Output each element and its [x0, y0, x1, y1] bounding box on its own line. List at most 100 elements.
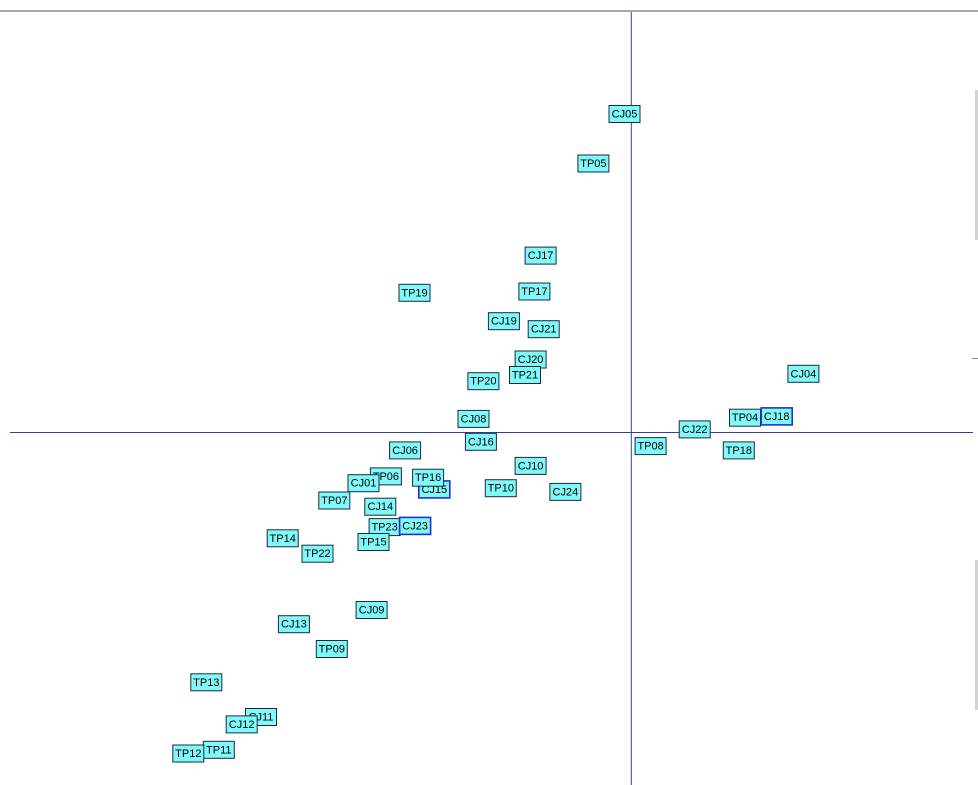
point-box[interactable] [277, 615, 310, 634]
point-label: CJ14 [367, 501, 393, 513]
point-cj19[interactable]: CJ19 [487, 312, 520, 331]
right-scroll-indicator[interactable] [975, 90, 978, 240]
point-box[interactable] [487, 312, 520, 331]
point-tp15[interactable]: TP15 [357, 533, 390, 551]
point-label: TP22 [304, 548, 330, 560]
point-label: CJ04 [791, 368, 817, 380]
point-cj23[interactable]: CJ23 [398, 516, 432, 536]
point-cj06[interactable]: CJ06 [389, 441, 422, 460]
point-box[interactable] [549, 482, 582, 501]
point-label: CJ05 [612, 109, 638, 121]
point-tp05[interactable]: TP05 [577, 154, 610, 173]
point-tp19[interactable]: TP19 [398, 283, 431, 302]
point-cj12[interactable]: CJ12 [225, 715, 258, 734]
point-tp18[interactable]: TP18 [722, 441, 755, 460]
point-box[interactable] [225, 715, 258, 734]
point-cj18[interactable]: CJ18 [760, 407, 794, 426]
point-label: TP07 [321, 495, 347, 507]
point-label: TP17 [521, 286, 547, 298]
point-box[interactable] [398, 283, 431, 302]
point-box[interactable] [266, 529, 299, 548]
point-box[interactable] [518, 282, 551, 301]
point-cj17[interactable]: CJ17 [524, 246, 557, 265]
point-tp22[interactable]: TP22 [301, 544, 334, 563]
point-cj09[interactable]: CJ09 [355, 601, 388, 619]
point-tp10[interactable]: TP10 [484, 479, 517, 498]
point-cj13[interactable]: CJ13 [277, 615, 310, 634]
point-label: CJ21 [531, 324, 557, 336]
point-box[interactable] [678, 420, 711, 439]
point-box[interactable] [484, 479, 517, 498]
point-cj01[interactable]: CJ01 [347, 474, 380, 493]
point-box[interactable] [347, 474, 380, 493]
point-label: CJ17 [528, 250, 554, 262]
point-cj22[interactable]: CJ22 [678, 420, 711, 439]
point-tp14[interactable]: TP14 [266, 529, 299, 548]
axes [10, 12, 973, 785]
point-label: TP08 [637, 441, 663, 453]
point-label: CJ13 [281, 619, 307, 631]
point-box[interactable] [412, 468, 445, 487]
point-label: CJ10 [518, 460, 544, 472]
point-cj24[interactable]: CJ24 [549, 482, 582, 501]
point-cj08[interactable]: CJ08 [457, 409, 490, 428]
point-label: TP10 [488, 483, 514, 495]
point-label: TP12 [175, 748, 201, 760]
point-label: CJ20 [518, 354, 544, 366]
point-tp12[interactable]: TP12 [172, 744, 205, 763]
point-cj05[interactable]: CJ05 [608, 105, 641, 123]
point-box[interactable] [315, 640, 348, 658]
point-cj10[interactable]: CJ10 [514, 456, 547, 475]
point-label: CJ08 [461, 413, 487, 425]
point-box[interactable] [467, 372, 500, 391]
point-box[interactable] [577, 154, 610, 173]
point-box[interactable] [760, 407, 794, 426]
point-cj21[interactable]: CJ21 [527, 320, 560, 339]
point-box[interactable] [172, 744, 205, 763]
point-box[interactable] [464, 432, 497, 451]
point-box[interactable] [301, 544, 334, 563]
point-box[interactable] [457, 409, 490, 428]
point-tp09[interactable]: TP09 [315, 640, 348, 658]
point-box[interactable] [389, 441, 422, 460]
point-label: CJ18 [764, 411, 790, 423]
top-border [0, 10, 978, 12]
point-tp20[interactable]: TP20 [467, 372, 500, 391]
point-tp21[interactable]: TP21 [509, 366, 541, 384]
point-label: TP11 [206, 744, 231, 756]
point-cj20[interactable]: CJ20 [514, 350, 547, 369]
point-cj16[interactable]: CJ16 [464, 432, 497, 451]
point-box[interactable] [514, 456, 547, 475]
point-tp04[interactable]: TP04 [729, 408, 761, 427]
point-tp11[interactable]: TP11 [202, 740, 235, 759]
point-box[interactable] [318, 491, 351, 510]
point-box[interactable] [355, 601, 388, 619]
point-label: CJ16 [468, 436, 494, 448]
point-tp16[interactable]: TP16 [412, 468, 445, 487]
point-cj14[interactable]: CJ14 [364, 497, 397, 516]
point-box[interactable] [190, 673, 223, 692]
point-label: CJ24 [553, 486, 579, 498]
point-cj04[interactable]: CJ04 [787, 364, 820, 383]
point-label: TP15 [360, 537, 386, 549]
point-box[interactable] [722, 441, 755, 460]
point-box[interactable] [527, 320, 560, 339]
point-tp13[interactable]: TP13 [190, 673, 223, 692]
point-label: TP14 [270, 533, 296, 545]
point-box[interactable] [634, 437, 667, 456]
point-box[interactable] [398, 516, 432, 536]
point-box[interactable] [787, 364, 820, 383]
point-tp07[interactable]: TP07 [318, 491, 351, 510]
point-box[interactable] [364, 497, 397, 516]
right-scroll-indicator-lower[interactable] [975, 560, 978, 710]
point-label: TP18 [726, 445, 752, 457]
point-box[interactable] [524, 246, 557, 265]
point-tp08[interactable]: TP08 [634, 437, 667, 456]
point-tp17[interactable]: TP17 [518, 282, 551, 301]
point-label: CJ12 [229, 719, 255, 731]
point-box[interactable] [509, 366, 541, 384]
point-box[interactable] [608, 105, 641, 123]
point-box[interactable] [357, 533, 390, 551]
